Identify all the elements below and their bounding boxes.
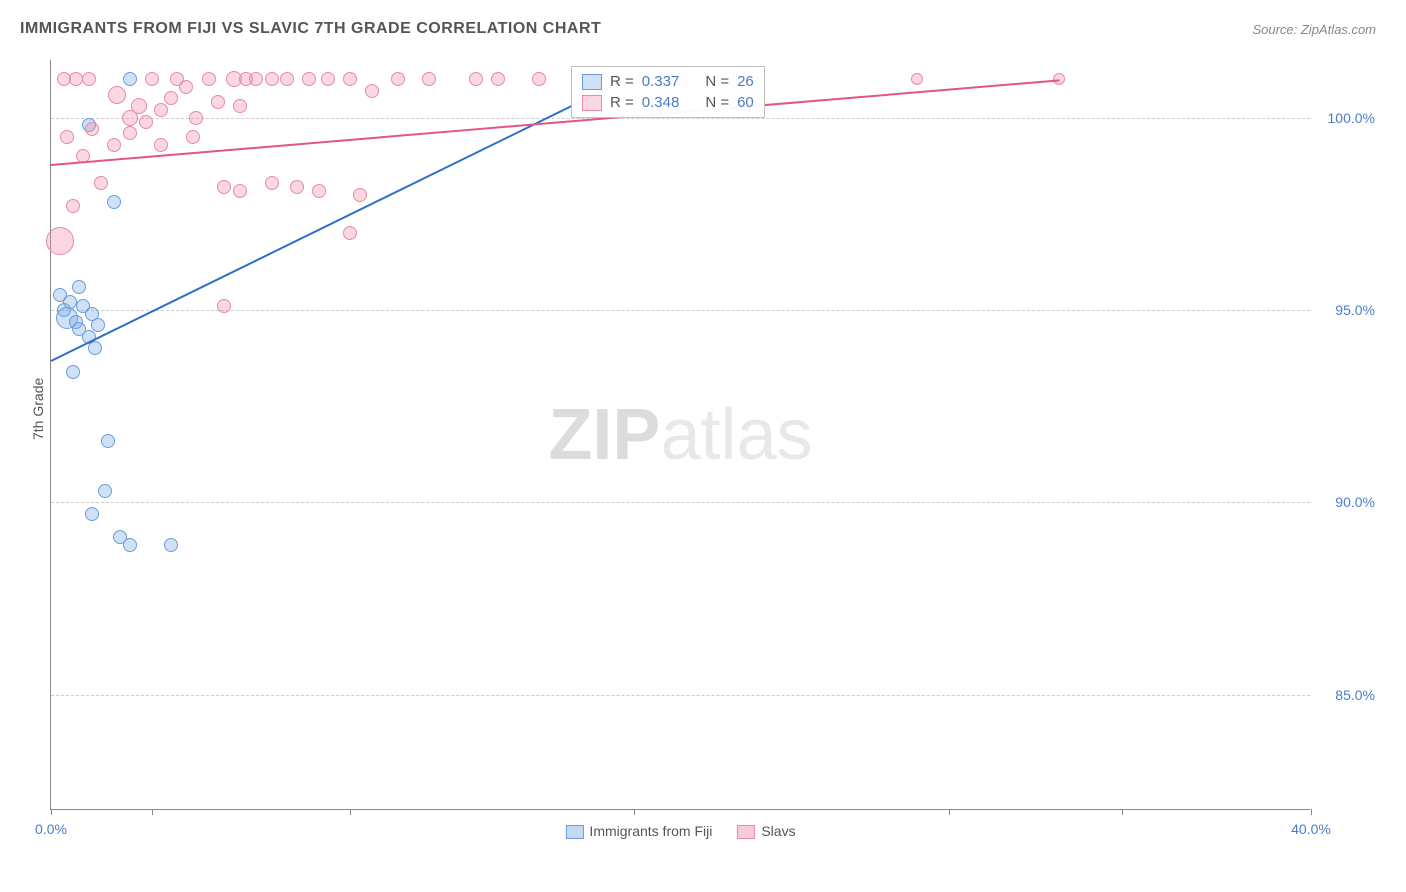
data-point	[66, 199, 80, 213]
data-point	[60, 130, 74, 144]
legend-label: Immigrants from Fiji	[589, 823, 712, 839]
data-point	[85, 507, 99, 521]
data-point	[94, 176, 108, 190]
r-value: 0.337	[642, 73, 680, 90]
trend-line	[51, 79, 1059, 166]
data-point	[66, 365, 80, 379]
data-point	[164, 91, 178, 105]
x-tick-label: 0.0%	[35, 821, 67, 837]
x-tick	[1311, 809, 1312, 815]
stat-label: N =	[705, 73, 729, 90]
legend-item: Immigrants from Fiji	[565, 823, 712, 839]
data-point	[123, 72, 137, 86]
data-point	[122, 110, 138, 126]
x-tick-label: 40.0%	[1291, 821, 1331, 837]
data-point	[164, 538, 178, 552]
data-point	[186, 130, 200, 144]
legend-swatch	[582, 74, 602, 90]
data-point	[145, 72, 159, 86]
data-point	[265, 176, 279, 190]
chart-source: Source: ZipAtlas.com	[1252, 22, 1376, 37]
stat-label: R =	[610, 73, 634, 90]
legend-label: Slavs	[761, 823, 795, 839]
data-point	[179, 80, 193, 94]
data-point	[280, 72, 294, 86]
data-point	[911, 73, 923, 85]
gridline	[51, 310, 1310, 311]
data-point	[154, 138, 168, 152]
data-point	[211, 95, 225, 109]
data-point	[265, 72, 279, 86]
data-point	[302, 72, 316, 86]
data-point	[123, 126, 137, 140]
data-point	[391, 72, 405, 86]
stats-legend-row: R = 0.337 N = 26	[582, 71, 754, 92]
data-point	[46, 227, 74, 255]
y-tick-label: 85.0%	[1335, 687, 1375, 703]
data-point	[82, 72, 96, 86]
data-point	[469, 72, 483, 86]
r-value: 0.348	[642, 94, 680, 111]
data-point	[107, 138, 121, 152]
legend-swatch	[565, 825, 583, 839]
data-point	[107, 195, 121, 209]
x-tick	[634, 809, 635, 815]
data-point	[343, 72, 357, 86]
y-tick-label: 95.0%	[1335, 302, 1375, 318]
data-point	[72, 280, 86, 294]
data-point	[321, 72, 335, 86]
stat-label: R =	[610, 94, 634, 111]
scatter-chart: ZIPatlas 85.0%90.0%95.0%100.0%0.0%40.0%R…	[50, 60, 1310, 810]
y-tick-label: 90.0%	[1335, 494, 1375, 510]
data-point	[88, 341, 102, 355]
legend-swatch	[582, 95, 602, 111]
data-point	[290, 180, 304, 194]
data-point	[312, 184, 326, 198]
data-point	[108, 86, 126, 104]
watermark: ZIPatlas	[548, 394, 812, 476]
gridline	[51, 502, 1310, 503]
series-legend: Immigrants from Fiji Slavs	[565, 823, 795, 839]
data-point	[123, 538, 137, 552]
legend-swatch	[737, 825, 755, 839]
y-tick-label: 100.0%	[1328, 110, 1375, 126]
trend-line	[51, 79, 625, 362]
data-point	[139, 115, 153, 129]
stat-label: N =	[705, 94, 729, 111]
data-point	[154, 103, 168, 117]
legend-item: Slavs	[737, 823, 795, 839]
stats-legend: R = 0.337 N = 26 R = 0.348 N = 60	[571, 66, 765, 118]
x-tick	[51, 809, 52, 815]
data-point	[233, 99, 247, 113]
data-point	[202, 72, 216, 86]
n-value: 26	[737, 73, 754, 90]
data-point	[343, 226, 357, 240]
data-point	[101, 434, 115, 448]
data-point	[365, 84, 379, 98]
x-tick	[949, 809, 950, 815]
data-point	[249, 72, 263, 86]
x-tick	[350, 809, 351, 815]
data-point	[91, 318, 105, 332]
data-point	[233, 184, 247, 198]
data-point	[85, 122, 99, 136]
chart-title: IMMIGRANTS FROM FIJI VS SLAVIC 7TH GRADE…	[20, 20, 601, 38]
data-point	[217, 180, 231, 194]
data-point	[491, 72, 505, 86]
data-point	[189, 111, 203, 125]
data-point	[422, 72, 436, 86]
n-value: 60	[737, 94, 754, 111]
x-tick	[152, 809, 153, 815]
chart-header: IMMIGRANTS FROM FIJI VS SLAVIC 7TH GRADE…	[0, 0, 1406, 48]
data-point	[217, 299, 231, 313]
gridline	[51, 695, 1310, 696]
stats-legend-row: R = 0.348 N = 60	[582, 92, 754, 113]
data-point	[532, 72, 546, 86]
x-tick	[1122, 809, 1123, 815]
data-point	[98, 484, 112, 498]
data-point	[353, 188, 367, 202]
y-axis-label: 7th Grade	[30, 378, 46, 440]
